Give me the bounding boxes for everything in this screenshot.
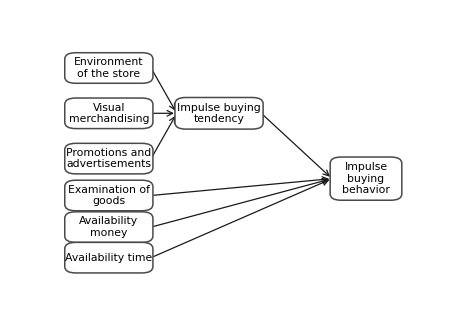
Text: Promotions and
advertisements: Promotions and advertisements	[66, 148, 152, 169]
Text: Impulse buying
tendency: Impulse buying tendency	[177, 103, 261, 124]
FancyBboxPatch shape	[175, 97, 263, 129]
Text: Impulse
buying
behavior: Impulse buying behavior	[342, 162, 390, 195]
FancyBboxPatch shape	[65, 242, 153, 273]
FancyBboxPatch shape	[65, 212, 153, 242]
Text: Availability
money: Availability money	[79, 216, 138, 238]
FancyBboxPatch shape	[330, 157, 402, 200]
Text: Environment
of the store: Environment of the store	[74, 57, 144, 79]
FancyBboxPatch shape	[65, 180, 153, 211]
Text: Visual
merchandising: Visual merchandising	[69, 103, 149, 124]
Text: Availability time: Availability time	[65, 253, 153, 263]
FancyBboxPatch shape	[65, 98, 153, 129]
Text: Examination of
goods: Examination of goods	[68, 185, 150, 206]
FancyBboxPatch shape	[65, 53, 153, 83]
FancyBboxPatch shape	[65, 143, 153, 174]
